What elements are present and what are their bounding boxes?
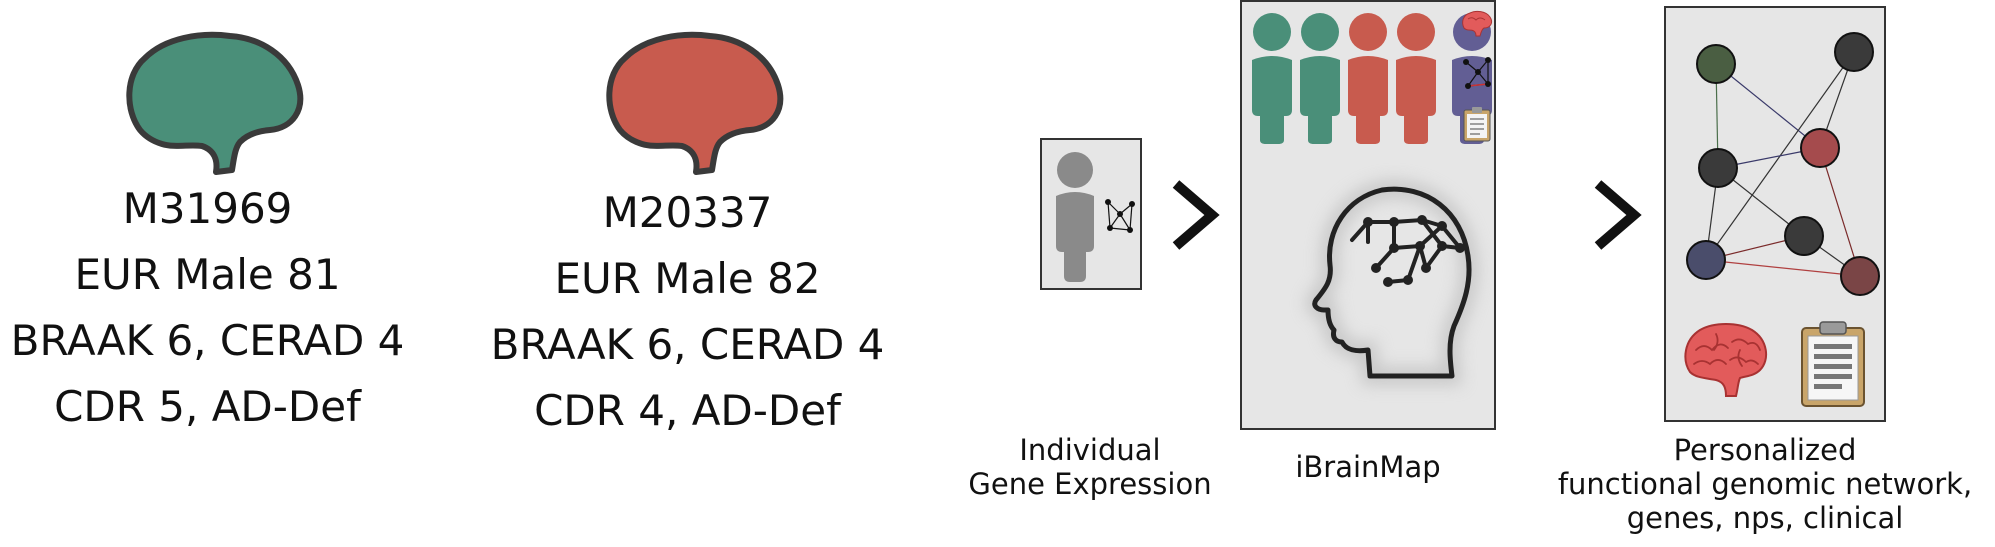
personalized-network-panel <box>1664 6 1886 422</box>
chevron-right-icon <box>1172 180 1220 250</box>
head-network-icon <box>1305 180 1478 385</box>
small-network-icon <box>1105 199 1135 233</box>
personalized-caption-line2: functional genomic network, <box>1557 467 1973 501</box>
brain-icon-green <box>126 31 304 175</box>
subject-2-demographics: EUR Male 82 <box>554 254 821 303</box>
ibrainmap-panel <box>1240 0 1496 430</box>
person-red-2 <box>1396 13 1436 144</box>
subject-1-pathology: BRAAK 6, CERAD 4 <box>10 316 405 365</box>
brain-icon <box>1684 323 1768 397</box>
subject-1-info: M31969 EUR Male 81 BRAAK 6, CERAD 4 CDR … <box>0 176 415 440</box>
chevron-right-icon <box>1594 180 1642 250</box>
subject-1-id: M31969 <box>122 184 293 233</box>
cohort-people-icons <box>1252 13 1436 144</box>
person-green-2 <box>1300 13 1340 144</box>
person-icon <box>1056 152 1094 282</box>
subject-2-pathology: BRAAK 6, CERAD 4 <box>490 320 885 369</box>
individual-caption-line1: Individual <box>1019 433 1161 467</box>
individual-panel <box>1040 138 1142 290</box>
individual-caption: Individual Gene Expression <box>955 433 1225 501</box>
clipboard-icon <box>1801 321 1865 407</box>
subject-1-demographics: EUR Male 81 <box>74 250 341 299</box>
subject-2-clinical: CDR 4, AD-Def <box>534 386 841 435</box>
brain-icon-red <box>606 31 784 175</box>
network-graph <box>1686 32 1880 296</box>
ibrainmap-caption-text: iBrainMap <box>1295 450 1441 484</box>
small-network-icon <box>1463 57 1491 89</box>
person-green-1 <box>1252 13 1292 144</box>
small-clipboard-icon <box>1463 107 1491 142</box>
subject-1-clinical: CDR 5, AD-Def <box>54 382 361 431</box>
personalized-caption-line1: Personalized <box>1673 433 1857 467</box>
ibrainmap-caption: iBrainMap <box>1240 450 1496 484</box>
personalized-caption-line3: genes, nps, clinical <box>1626 501 1904 535</box>
individual-caption-line2: Gene Expression <box>968 467 1212 501</box>
person-red-1 <box>1348 13 1388 144</box>
subject-2-id: M20337 <box>602 188 773 237</box>
personalized-caption: Personalized functional genomic network,… <box>1535 433 1995 535</box>
subject-2-info: M20337 EUR Male 82 BRAAK 6, CERAD 4 CDR … <box>480 180 895 444</box>
small-brain-icon <box>1462 10 1493 37</box>
